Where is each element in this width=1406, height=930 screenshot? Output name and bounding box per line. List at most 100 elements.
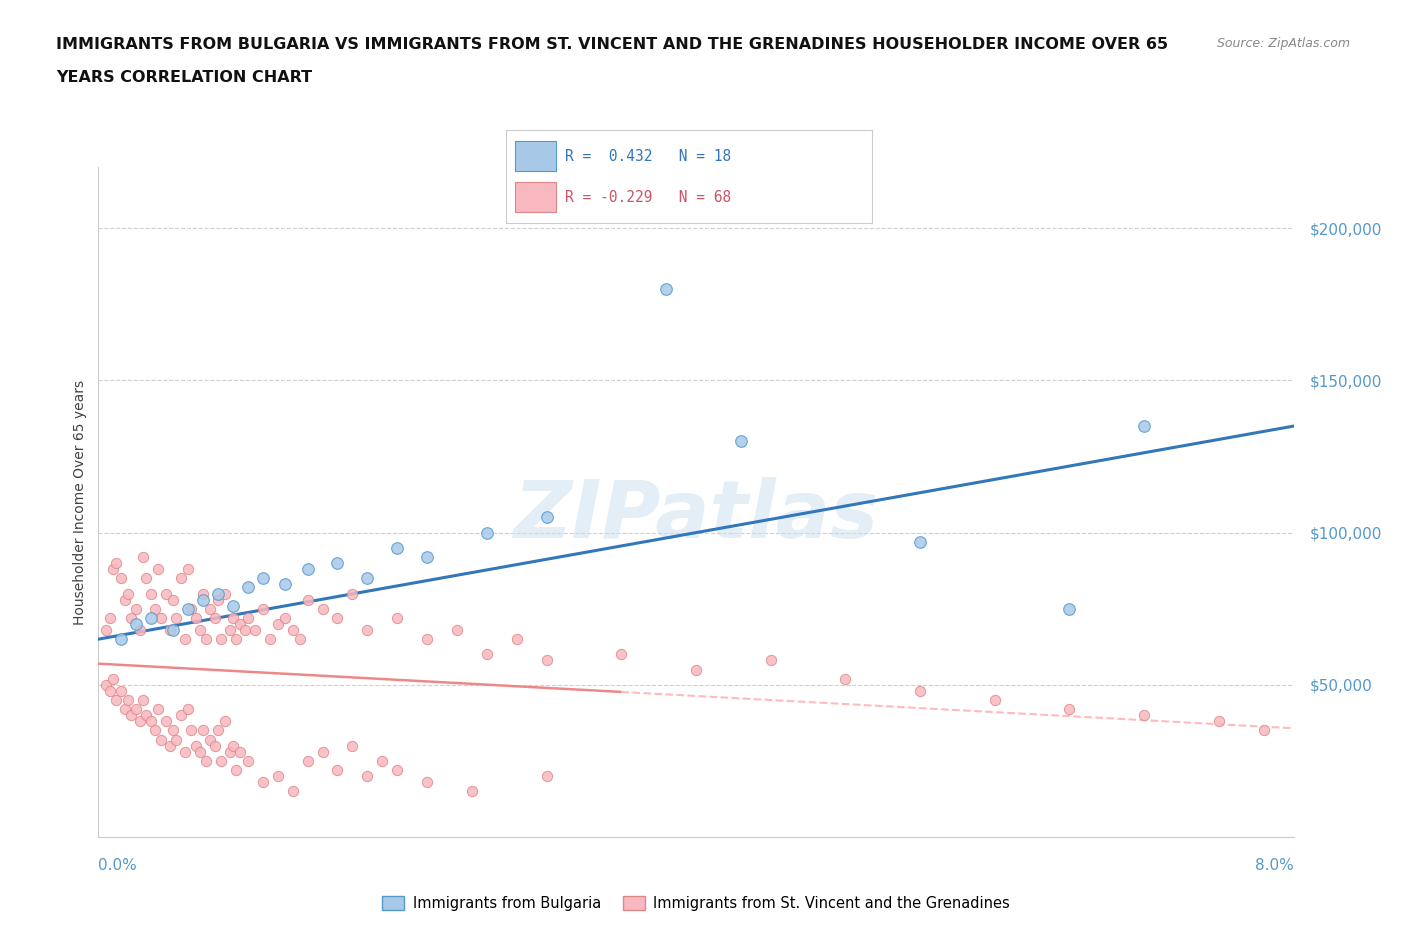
Point — [236, 580, 259, 595]
Point — [110, 684, 132, 698]
Point — [252, 775, 274, 790]
Point — [155, 586, 177, 601]
Point — [267, 769, 290, 784]
Point — [536, 510, 558, 525]
Point — [297, 562, 319, 577]
Point — [132, 693, 155, 708]
Point — [204, 610, 226, 625]
Point — [180, 723, 202, 737]
Point — [1059, 602, 1081, 617]
Text: 0.0%: 0.0% — [98, 857, 138, 872]
Bar — [515, 182, 555, 212]
Point — [120, 708, 142, 723]
Point — [610, 647, 633, 662]
Text: R =  0.432   N = 18: R = 0.432 N = 18 — [565, 149, 731, 164]
Point — [229, 744, 252, 759]
Text: YEARS CORRELATION CHART: YEARS CORRELATION CHART — [56, 70, 312, 85]
Point — [416, 775, 439, 790]
Point — [1133, 418, 1156, 433]
Point — [110, 571, 132, 586]
Point — [259, 631, 281, 646]
Point — [94, 622, 117, 637]
Point — [1208, 714, 1230, 729]
Point — [174, 744, 197, 759]
Point — [342, 738, 364, 753]
Point — [222, 610, 245, 625]
Bar — [515, 141, 555, 171]
Point — [103, 671, 125, 686]
Point — [148, 562, 170, 577]
Point — [326, 555, 349, 570]
Point — [180, 602, 202, 617]
Point — [200, 732, 222, 747]
Point — [105, 555, 128, 570]
Point — [191, 723, 214, 737]
Point — [236, 753, 259, 768]
Point — [150, 610, 173, 625]
Point — [908, 684, 931, 698]
Point — [135, 571, 157, 586]
Point — [1253, 723, 1275, 737]
Point — [506, 631, 529, 646]
Point — [117, 586, 139, 601]
Point — [125, 617, 148, 631]
Point — [385, 610, 409, 625]
Point — [194, 753, 217, 768]
Point — [209, 753, 232, 768]
Point — [110, 631, 132, 646]
Point — [159, 738, 181, 753]
Point — [132, 550, 155, 565]
Point — [143, 723, 166, 737]
Point — [177, 602, 200, 617]
Point — [371, 753, 394, 768]
Point — [475, 647, 498, 662]
Point — [288, 631, 311, 646]
Point — [125, 602, 148, 617]
Point — [129, 622, 152, 637]
Point — [103, 562, 125, 577]
Point — [194, 631, 217, 646]
Point — [159, 622, 181, 637]
Point — [1133, 708, 1156, 723]
Text: R = -0.229   N = 68: R = -0.229 N = 68 — [565, 190, 731, 205]
Point — [233, 622, 256, 637]
Point — [114, 592, 136, 607]
Point — [245, 622, 267, 637]
Point — [169, 571, 191, 586]
Point — [252, 602, 274, 617]
Point — [311, 602, 333, 617]
Point — [416, 550, 439, 565]
Point — [174, 631, 197, 646]
Point — [135, 708, 157, 723]
Point — [191, 586, 214, 601]
Point — [225, 763, 247, 777]
Point — [326, 763, 349, 777]
Point — [139, 610, 162, 625]
Point — [139, 586, 162, 601]
Point — [184, 610, 207, 625]
Point — [155, 714, 177, 729]
Point — [1059, 702, 1081, 717]
Point — [730, 434, 752, 449]
Point — [207, 592, 229, 607]
Text: 8.0%: 8.0% — [1254, 857, 1294, 872]
Point — [274, 610, 297, 625]
Point — [219, 744, 242, 759]
Point — [342, 586, 364, 601]
Text: Source: ZipAtlas.com: Source: ZipAtlas.com — [1216, 37, 1350, 50]
Point — [204, 738, 226, 753]
Point — [655, 282, 678, 297]
Point — [274, 577, 297, 591]
Point — [685, 662, 707, 677]
Point — [207, 586, 229, 601]
Point — [162, 622, 184, 637]
Point — [297, 753, 319, 768]
Point — [94, 677, 117, 692]
Point — [222, 598, 245, 613]
Legend: Immigrants from Bulgaria, Immigrants from St. Vincent and the Grenadines: Immigrants from Bulgaria, Immigrants fro… — [375, 890, 1017, 917]
Point — [356, 571, 378, 586]
Point — [267, 617, 290, 631]
Point — [177, 702, 200, 717]
Point — [165, 732, 187, 747]
Point — [214, 586, 236, 601]
